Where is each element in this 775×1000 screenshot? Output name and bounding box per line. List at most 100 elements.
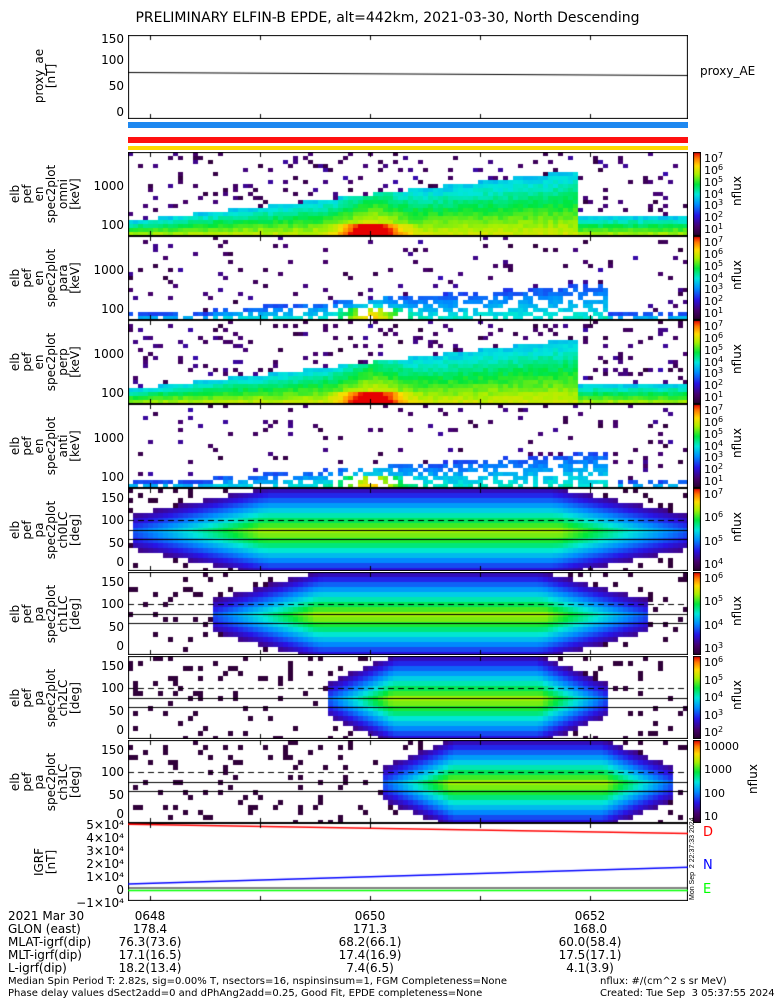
colorbar-tick-label: 106 xyxy=(704,571,724,585)
status-bar-blue xyxy=(128,122,688,128)
colorbar xyxy=(693,236,701,320)
colorbar-tick-label: 10 xyxy=(704,810,718,823)
orbit-row-label: GLON (east) xyxy=(8,922,81,936)
y-tick-label: 1000 xyxy=(93,179,124,193)
colorbar-tick-label: 10000 xyxy=(704,740,739,753)
colorbar-tick-label: 103 xyxy=(704,450,724,465)
orbit-row-label: MLAT-igrf(dip) xyxy=(8,935,92,949)
y-tick-label: 1×10⁴ xyxy=(86,870,124,884)
colorbar-tick-label: 103 xyxy=(704,282,724,297)
orbit-value: 0648 xyxy=(134,909,166,923)
colorbar-tick-label: 104 xyxy=(704,557,724,571)
y-tick-label: 150 xyxy=(101,32,124,46)
y-axis-label: IGRF [nT] xyxy=(32,848,58,876)
colorbar xyxy=(693,488,701,571)
run-stamp: Mon Sep 2 22:37:33 2024 xyxy=(689,817,696,900)
orbit-value: 18.2(13.4) xyxy=(118,961,182,975)
orbit-value: 0650 xyxy=(354,909,386,923)
y-tick-label: 50 xyxy=(108,704,124,718)
colorbar-tick-label: 107 xyxy=(704,487,724,501)
colorbar-unit-label: nflux xyxy=(729,428,744,458)
colorbar-tick-label: 102 xyxy=(704,294,724,309)
colorbar-tick-label: 104 xyxy=(704,690,724,704)
orbit-value: 171.3 xyxy=(352,922,388,936)
colorbar-unit-label: nflux xyxy=(729,596,744,626)
y-tick-label: 0 xyxy=(116,723,124,737)
colorbar-tick-label: 105 xyxy=(704,594,724,609)
proxy-ae-panel xyxy=(128,35,688,119)
y-tick-label: 0 xyxy=(116,883,124,897)
y-axis-label: elb pef pa spec2plot ch1LC [deg] xyxy=(8,585,82,643)
y-tick-label: 3×10⁴ xyxy=(86,844,124,858)
orbit-value: 17.5(17.1) xyxy=(558,948,622,962)
y-tick-label: 100 xyxy=(101,386,124,400)
colorbar-tick-label: 106 xyxy=(704,510,724,525)
colorbar-tick-label: 107 xyxy=(704,151,724,165)
colorbar-tick-label: 101 xyxy=(704,390,724,404)
y-axis-label-line: [nT] xyxy=(44,849,58,875)
orbit-row-label: L-igrf(dip) xyxy=(8,961,67,975)
igrf-panel xyxy=(128,823,688,901)
y-tick-label: 1000 xyxy=(93,347,124,361)
colorbar xyxy=(693,320,701,404)
y-axis-label: elb pef en spec2plot anti [keV] xyxy=(8,417,82,475)
colorbar-tick-label: 103 xyxy=(704,366,724,381)
colorbar-tick-label: 103 xyxy=(704,198,724,213)
status-bar-red xyxy=(128,137,688,143)
orbit-value: 60.0(58.4) xyxy=(558,935,622,949)
colorbar-tick-label: 106 xyxy=(704,414,724,429)
energy-spectrogram xyxy=(128,320,688,404)
y-tick-label: 150 xyxy=(101,575,124,589)
orbit-value: 17.1(16.5) xyxy=(118,948,182,962)
colorbar-tick-label: 105 xyxy=(704,426,724,441)
y-tick-label: 4×10⁴ xyxy=(86,831,124,845)
colorbar-tick-label: 102 xyxy=(704,210,724,225)
y-tick-label: 100 xyxy=(101,513,124,527)
colorbar-tick-label: 102 xyxy=(704,378,724,393)
colorbar-tick-label: 104 xyxy=(704,270,724,285)
pitch-angle-spectrogram xyxy=(128,740,688,823)
proxy-ae-legend: proxy_AE xyxy=(700,64,756,78)
y-axis-label-line: [keV] xyxy=(68,262,82,294)
colorbar-tick-label: 107 xyxy=(704,319,724,333)
colorbar-tick-label: 106 xyxy=(704,246,724,261)
y-axis-label-line: [deg] xyxy=(68,766,82,798)
colorbar-unit-label: nflux xyxy=(745,764,760,794)
colorbar xyxy=(693,404,701,488)
colorbar xyxy=(693,740,701,823)
energy-spectrogram xyxy=(128,152,688,236)
footer-units: nflux: #/(cm^2 s sr MeV) xyxy=(600,976,727,987)
orbit-row-label: 2021 Mar 30 xyxy=(8,909,85,923)
colorbar-tick-label: 105 xyxy=(704,672,724,687)
colorbar-tick-label: 105 xyxy=(704,258,724,273)
y-axis-label-line: [nT] xyxy=(44,63,58,89)
orbit-value: 68.2(66.1) xyxy=(338,935,402,949)
colorbar-tick-label: 107 xyxy=(704,235,724,249)
plot-title: PRELIMINARY ELFIN-B EPDE, alt=442km, 202… xyxy=(135,10,640,26)
y-tick-label: −1×10⁴ xyxy=(76,896,124,910)
colorbar-tick-label: 106 xyxy=(704,655,724,669)
footer-line-2: Phase delay values dSect2add=0 and dPhAn… xyxy=(8,988,483,999)
y-axis-label-line: [keV] xyxy=(68,346,82,378)
y-tick-label: 0 xyxy=(116,105,124,119)
colorbar-tick-label: 101 xyxy=(704,306,724,320)
y-axis-label: proxy_ae [nT] xyxy=(32,49,58,103)
y-tick-label: 100 xyxy=(101,53,124,67)
pitch-angle-spectrogram xyxy=(128,656,688,739)
y-axis-label-line: [keV] xyxy=(68,430,82,462)
y-tick-label: 150 xyxy=(101,659,124,673)
y-tick-label: 100 xyxy=(101,218,124,232)
colorbar-tick-label: 100 xyxy=(704,786,725,800)
colorbar xyxy=(693,572,701,655)
orbit-value: 7.4(6.5) xyxy=(346,961,394,975)
colorbar-tick-label: 104 xyxy=(704,354,724,369)
orbit-value: 178.4 xyxy=(132,922,168,936)
pitch-angle-spectrogram xyxy=(128,488,688,571)
y-axis-label: elb pef pa spec2plot ch0LC [deg] xyxy=(8,501,82,559)
energy-spectrogram xyxy=(128,236,688,320)
y-axis-label-line: [keV] xyxy=(68,178,82,210)
y-axis-label-line: [deg] xyxy=(68,682,82,714)
y-axis-label: elb pef en spec2plot perp [keV] xyxy=(8,333,82,391)
colorbar xyxy=(693,152,701,236)
y-tick-label: 0 xyxy=(116,807,124,821)
